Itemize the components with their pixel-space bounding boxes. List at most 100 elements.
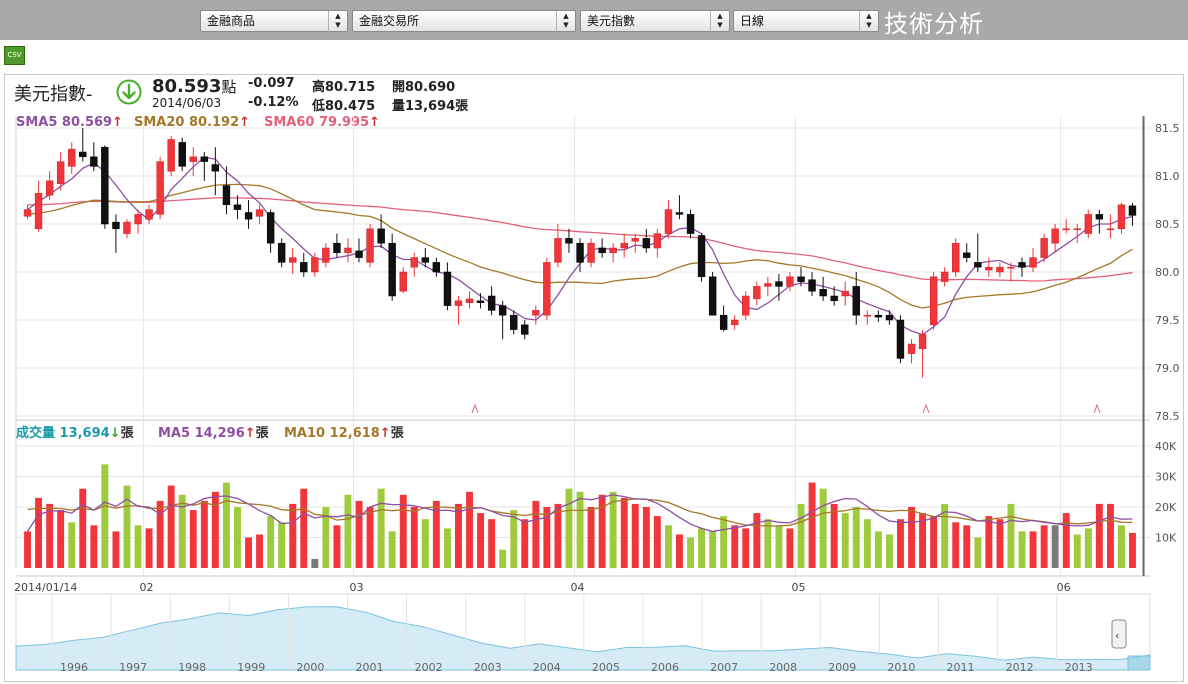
candle[interactable]: [1029, 257, 1037, 268]
volume-bar[interactable]: [1129, 532, 1136, 568]
candle[interactable]: [907, 343, 916, 354]
volume-bar[interactable]: [952, 522, 960, 569]
candle[interactable]: [653, 233, 662, 249]
volume-bar[interactable]: [189, 510, 197, 568]
volume-bar[interactable]: [200, 500, 208, 568]
candle[interactable]: [985, 266, 993, 271]
volume-bar[interactable]: [886, 534, 893, 569]
volume-bar[interactable]: [311, 558, 319, 568]
candle[interactable]: [23, 209, 32, 217]
volume-bar[interactable]: [963, 525, 971, 568]
candle[interactable]: [134, 214, 142, 225]
candle[interactable]: [753, 286, 761, 300]
candle[interactable]: [940, 271, 949, 282]
candle[interactable]: [244, 212, 253, 220]
volume-bar[interactable]: [499, 549, 507, 568]
volume-bar[interactable]: [488, 519, 496, 568]
candle[interactable]: [852, 286, 860, 316]
volume-bar[interactable]: [543, 507, 551, 568]
volume-bar[interactable]: [211, 491, 219, 569]
candle[interactable]: [863, 314, 872, 317]
candle[interactable]: [830, 295, 838, 302]
volume-bar[interactable]: [57, 510, 65, 568]
candle[interactable]: [178, 142, 186, 167]
volume-bar[interactable]: [642, 507, 650, 568]
volume-bar[interactable]: [1062, 513, 1070, 568]
candle[interactable]: [388, 242, 396, 297]
candle[interactable]: [874, 314, 883, 318]
volume-bar[interactable]: [919, 513, 926, 568]
candle[interactable]: [521, 324, 529, 335]
volume-bar[interactable]: [598, 494, 606, 568]
volume-bar[interactable]: [742, 528, 750, 568]
volume-bar[interactable]: [1084, 528, 1092, 568]
candle[interactable]: [333, 242, 341, 254]
volume-bar[interactable]: [377, 488, 385, 568]
candle[interactable]: [929, 276, 938, 326]
candle[interactable]: [686, 214, 695, 234]
volume-bar[interactable]: [455, 503, 462, 568]
volume-bar[interactable]: [421, 519, 429, 568]
candle[interactable]: [79, 151, 87, 158]
candle[interactable]: [1040, 238, 1048, 258]
candle[interactable]: [476, 300, 485, 303]
volume-bar[interactable]: [90, 525, 98, 568]
candle[interactable]: [576, 242, 584, 263]
volume-bar[interactable]: [267, 516, 275, 568]
volume-bar[interactable]: [46, 503, 54, 568]
candle[interactable]: [399, 271, 407, 292]
volume-bar[interactable]: [863, 519, 871, 568]
volume-bar[interactable]: [687, 537, 694, 569]
volume-bar[interactable]: [874, 531, 882, 568]
candle[interactable]: [167, 139, 175, 172]
volume-bar[interactable]: [587, 507, 595, 568]
candle[interactable]: [797, 276, 805, 282]
volume-bar[interactable]: [830, 503, 838, 568]
candle[interactable]: [1106, 228, 1115, 231]
volume-bar[interactable]: [289, 503, 297, 568]
candle[interactable]: [377, 228, 385, 244]
candle[interactable]: [731, 319, 739, 326]
candle[interactable]: [112, 221, 120, 230]
candle[interactable]: [510, 314, 518, 330]
candle[interactable]: [300, 262, 308, 273]
candle[interactable]: [675, 212, 684, 215]
candle[interactable]: [1095, 214, 1104, 220]
volume-bar[interactable]: [1107, 503, 1114, 568]
candle[interactable]: [432, 262, 441, 273]
volume-bar[interactable]: [245, 537, 252, 569]
candle[interactable]: [56, 161, 65, 184]
volume-bar[interactable]: [410, 507, 418, 568]
volume-bar[interactable]: [1040, 525, 1048, 568]
volume-bar[interactable]: [996, 519, 1004, 568]
volume-bar[interactable]: [786, 528, 794, 568]
candle[interactable]: [123, 221, 131, 234]
candle[interactable]: [775, 281, 783, 287]
volume-bar[interactable]: [300, 488, 308, 568]
candle[interactable]: [963, 252, 971, 258]
candle[interactable]: [1051, 228, 1059, 244]
volume-bar[interactable]: [653, 516, 661, 568]
volume-bar[interactable]: [399, 494, 407, 568]
candle[interactable]: [918, 334, 927, 350]
volume-bar[interactable]: [1029, 531, 1037, 568]
volume-bar[interactable]: [145, 528, 153, 568]
candle[interactable]: [697, 235, 706, 278]
candle[interactable]: [708, 276, 717, 316]
volume-bar[interactable]: [101, 464, 109, 568]
volume-bar[interactable]: [112, 531, 120, 568]
volume-bar[interactable]: [1118, 525, 1125, 568]
volume-bar[interactable]: [333, 525, 341, 568]
candle[interactable]: [211, 164, 220, 172]
volume-bar[interactable]: [941, 503, 949, 568]
candle[interactable]: [255, 209, 264, 217]
candle[interactable]: [742, 295, 750, 316]
volume-bar[interactable]: [576, 491, 584, 569]
volume-bar[interactable]: [720, 516, 728, 568]
candle[interactable]: [885, 314, 894, 321]
volume-bar[interactable]: [897, 519, 904, 568]
volume-bar[interactable]: [477, 513, 484, 568]
candle[interactable]: [233, 204, 242, 210]
candle[interactable]: [587, 242, 595, 263]
volume-bar[interactable]: [609, 491, 617, 569]
